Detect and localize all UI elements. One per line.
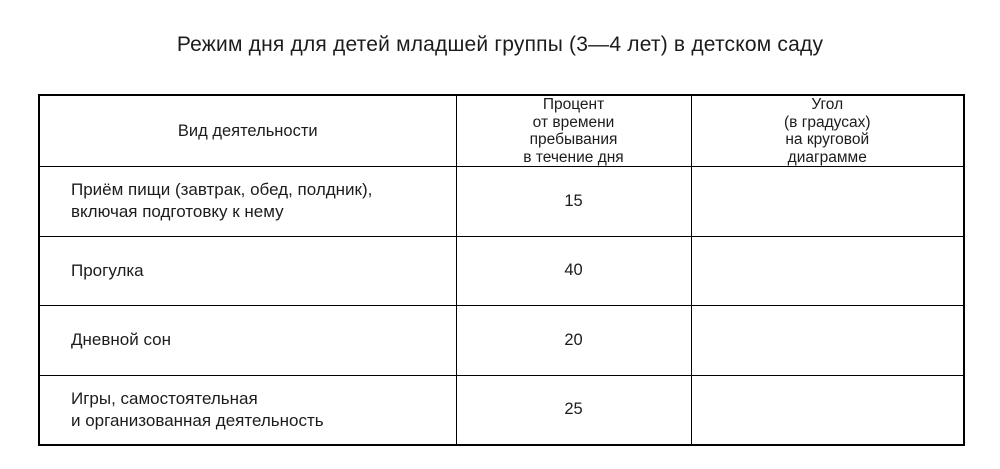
angle-cell-empty	[690, 235, 965, 306]
table-header: Вид деятельности Процент от времени преб…	[38, 94, 965, 167]
activity-cell: Прогулка	[38, 235, 457, 306]
schedule-table: Вид деятельности Процент от времени преб…	[38, 94, 965, 446]
table-row: Приём пищи (завтрак, обед, полдник), вкл…	[38, 166, 965, 237]
column-header-angle: Угол (в градусах) на круговой диаграмме	[690, 94, 965, 167]
percent-cell: 40	[455, 235, 692, 306]
percent-cell: 20	[455, 305, 692, 376]
table-body: Приём пищи (завтрак, обед, полдник), вкл…	[38, 166, 965, 445]
table-row: Дневной сон 20	[38, 305, 965, 376]
table-row: Прогулка 40	[38, 235, 965, 306]
percent-cell: 15	[455, 166, 692, 237]
angle-cell-empty	[690, 166, 965, 237]
angle-cell-empty	[690, 374, 965, 445]
activity-cell: Дневной сон	[38, 305, 457, 376]
page-title: Режим дня для детей младшей группы (3—4 …	[176, 33, 824, 56]
header-row: Вид деятельности Процент от времени преб…	[38, 94, 965, 167]
angle-cell-empty	[690, 305, 965, 376]
table-row: Игры, самостоятельная и организованная д…	[38, 374, 965, 445]
column-header-activity: Вид деятельности	[38, 94, 457, 167]
activity-cell: Игры, самостоятельная и организованная д…	[38, 374, 457, 445]
column-header-percent: Процент от времени пребывания в течение …	[455, 94, 692, 167]
percent-cell: 25	[455, 374, 692, 445]
activity-cell: Приём пищи (завтрак, обед, полдник), вкл…	[38, 166, 457, 237]
